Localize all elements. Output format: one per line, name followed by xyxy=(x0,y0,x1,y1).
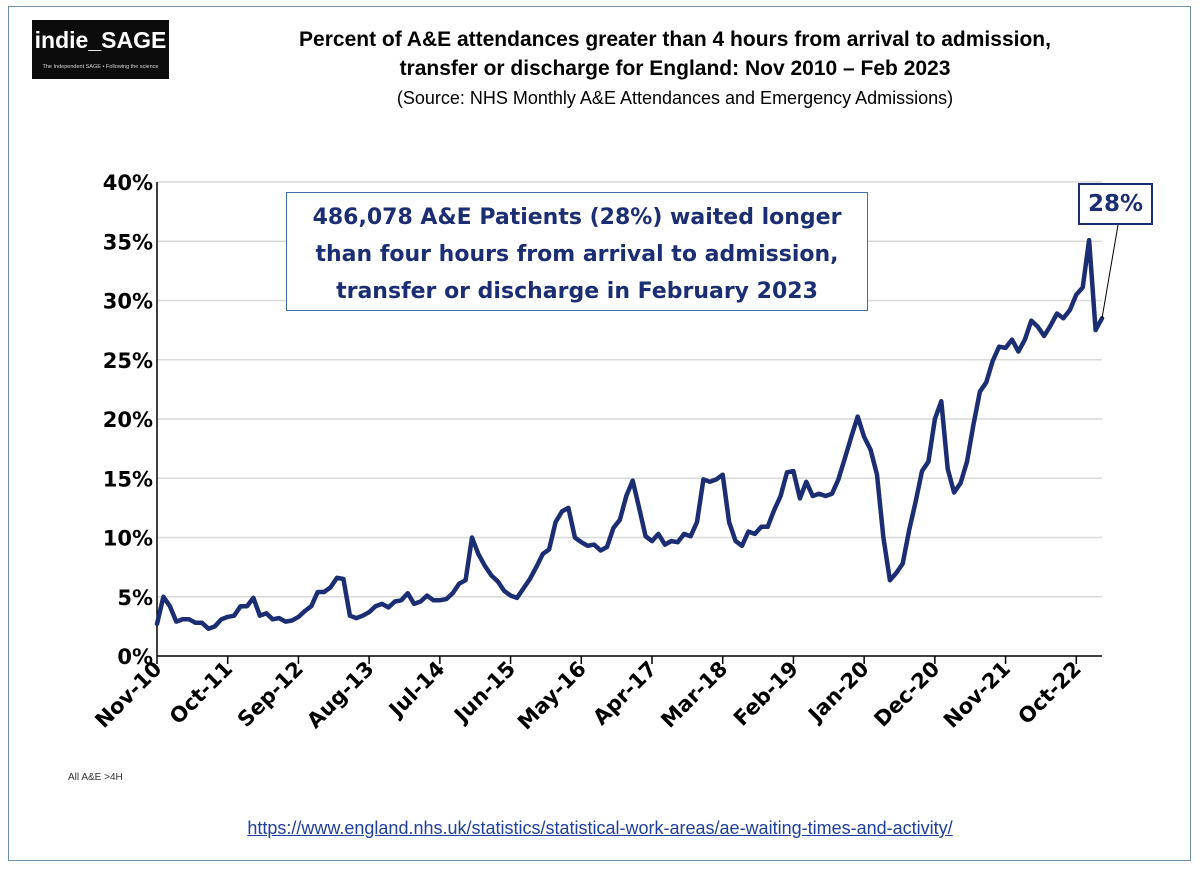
x-tick-label: May-16 xyxy=(513,657,591,735)
annotation-line-3: transfer or discharge in February 2023 xyxy=(336,279,818,304)
callout-leader-line xyxy=(1101,224,1119,319)
x-tick-label: Mar-18 xyxy=(656,657,732,733)
annotation-line-1: 486,078 A&E Patients (28%) waited longer xyxy=(312,205,842,230)
series-lines xyxy=(154,237,1105,631)
y-tick-label: 5% xyxy=(117,586,153,610)
y-tick-label: 30% xyxy=(103,290,153,314)
logo-title: indie_SAGE xyxy=(34,27,167,53)
x-tick-label: Nov-21 xyxy=(939,657,1015,733)
chart-subtitle: (Source: NHS Monthly A&E Attendances and… xyxy=(396,88,954,108)
x-tick-label: Feb-19 xyxy=(729,657,803,731)
y-tick-label: 15% xyxy=(103,467,153,491)
x-tick-label: Aug-13 xyxy=(302,657,379,734)
y-tick-label: 0% xyxy=(117,645,153,669)
x-tick-label: Dec-20 xyxy=(869,657,944,732)
callout-leader xyxy=(1101,224,1119,319)
chart-title: Percent of A&E attendances greater than … xyxy=(190,25,1160,83)
y-tick-label: 40% xyxy=(103,171,153,195)
x-tick-label: Oct-11 xyxy=(165,657,237,729)
source-link[interactable]: https://www.england.nhs.uk/statistics/st… xyxy=(247,818,953,838)
x-tick-label: Jan-20 xyxy=(802,657,873,728)
y-tick-label: 20% xyxy=(103,408,153,432)
indie-sage-logo: indie_SAGE The Independent SAGE • Follow… xyxy=(32,20,169,79)
x-tick-label: Oct-22 xyxy=(1013,657,1085,729)
x-tick-label: Apr-17 xyxy=(588,657,661,730)
chart-frame xyxy=(8,6,1191,861)
logo-subtitle: The Independent SAGE • Following the sci… xyxy=(42,64,159,70)
series-note: All A&E >4H xyxy=(68,772,123,783)
chart-title-line-1: Percent of A&E attendances greater than … xyxy=(299,28,1051,51)
series-line xyxy=(154,237,1105,631)
y-tick-label: 25% xyxy=(103,349,153,373)
annotation-line-2: than four hours from arrival to admissio… xyxy=(315,242,839,267)
y-tick-label: 10% xyxy=(103,527,153,551)
x-tick-label: Jun-15 xyxy=(448,657,520,729)
y-tick-label: 35% xyxy=(103,230,153,254)
axes xyxy=(156,182,1102,664)
chart-title-line-2: transfer or discharge for England: Nov 2… xyxy=(399,57,951,80)
x-tick-label: Jul-14 xyxy=(383,657,449,723)
annotation-box: 486,078 A&E Patients (28%) waited longer… xyxy=(286,192,868,311)
y-tick-labels: 0% 5% 10% 15% 20% 25% 30% 35% 40% xyxy=(103,171,153,669)
x-tick-label: Sep-12 xyxy=(233,657,308,732)
latest-value-callout: 28% xyxy=(1078,183,1153,225)
